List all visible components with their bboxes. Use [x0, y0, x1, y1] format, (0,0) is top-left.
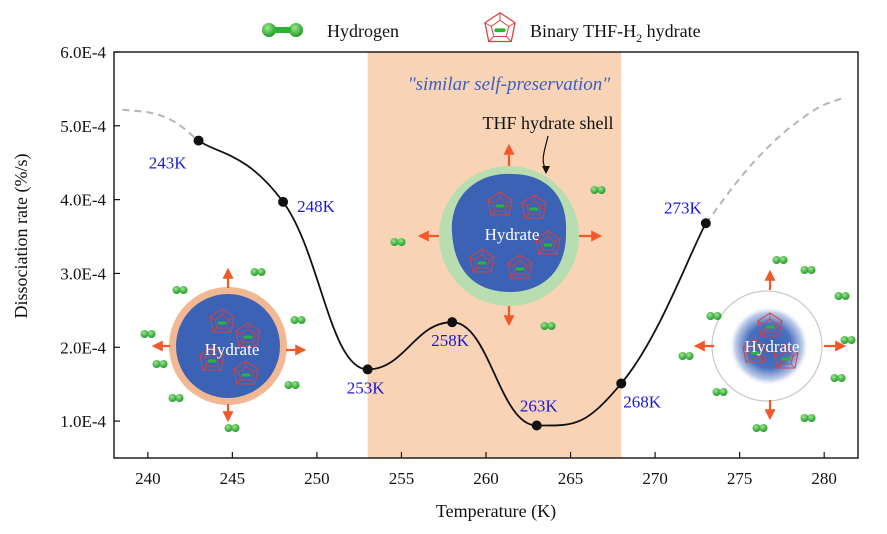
- data-point-248K: [278, 196, 289, 207]
- y-tick-label: 4.0E-4: [60, 191, 106, 210]
- hydrate-label-middle: Hydrate: [485, 225, 540, 244]
- y-axis-title: Dissociation rate (%/s): [11, 154, 32, 319]
- legend: Hydrogen Binary THF-H2 hydrate: [262, 10, 701, 45]
- y-tick-label: 3.0E-4: [60, 264, 106, 283]
- data-point-253K: [362, 364, 373, 375]
- extrapolation-right-dashed: [705, 97, 842, 224]
- y-tick-label: 6.0E-4: [60, 43, 106, 62]
- x-tick-label: 275: [727, 469, 753, 488]
- data-point-268K: [616, 378, 627, 389]
- data-point-243K: [193, 135, 204, 146]
- x-tick-label: 255: [389, 469, 415, 488]
- x-tick-label: 250: [304, 469, 330, 488]
- data-points: [193, 135, 711, 431]
- y-axis-ticks: 1.0E-4 2.0E-4 3.0E-4 4.0E-4 5.0E-4 6.0E-4: [60, 43, 120, 431]
- data-label-248K: 248K: [297, 197, 336, 216]
- left-hydrate-particle: Hydrate: [140, 267, 307, 432]
- data-label-258K: 258K: [431, 331, 470, 350]
- right-hydrate-particle: Hydrate: [678, 256, 856, 432]
- legend-hydrogen: Hydrogen: [327, 21, 399, 41]
- region-title: "similar self-preservation": [408, 74, 612, 95]
- y-tick-label: 1.0E-4: [60, 412, 106, 431]
- x-axis-title: Temperature (K): [436, 501, 556, 522]
- y-tick-label: 5.0E-4: [60, 117, 106, 136]
- data-point-263K: [531, 420, 542, 431]
- x-tick-label: 265: [558, 469, 584, 488]
- data-label-273K: 273K: [664, 198, 703, 217]
- x-tick-label: 245: [220, 469, 246, 488]
- x-tick-label: 280: [811, 469, 837, 488]
- extrapolation-left-dashed: [122, 108, 200, 142]
- middle-hydrate-particle: Hydrate THF hydrate shell: [390, 113, 614, 330]
- x-tick-label: 270: [642, 469, 668, 488]
- x-tick-label: 240: [135, 469, 161, 488]
- hydrate-cage-icon: [483, 10, 517, 44]
- data-point-258K: [447, 317, 458, 328]
- hydrate-label-left: Hydrate: [205, 340, 260, 359]
- data-label-253K: 253K: [347, 378, 386, 397]
- data-label-268K: 268K: [623, 392, 662, 411]
- y-tick-label: 2.0E-4: [60, 338, 106, 357]
- data-point-labels: 243K 248K 253K 258K 263K 268K 273K: [149, 154, 703, 416]
- data-label-263K: 263K: [520, 397, 559, 416]
- x-axis-ticks: 240 245 250 255 260 265 270 275 280: [135, 452, 837, 488]
- hydrate-label-right: Hydrate: [745, 337, 800, 356]
- shell-label: THF hydrate shell: [483, 113, 614, 133]
- data-label-243K: 243K: [149, 154, 188, 173]
- x-tick-label: 260: [473, 469, 499, 488]
- data-point-273K: [700, 218, 711, 229]
- legend-binary-hydrate: Binary THF-H2 hydrate: [530, 21, 701, 45]
- hydrogen-molecule-icon: [262, 23, 303, 37]
